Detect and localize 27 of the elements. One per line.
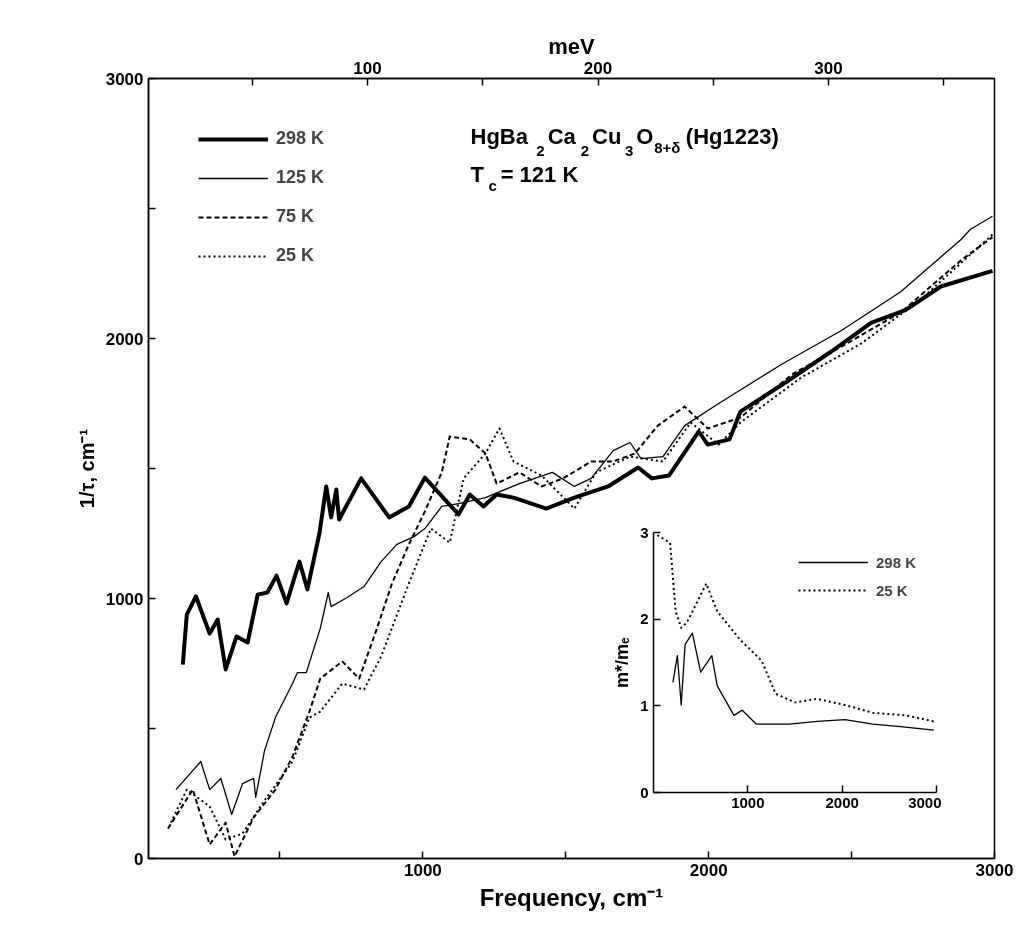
legend-label: 298 K <box>875 553 916 571</box>
y-tick-label: 1 <box>640 696 649 714</box>
x-axis-title: Frequency, cm⁻¹ <box>479 883 664 911</box>
legend-label: 75 K <box>276 206 315 227</box>
x-tick-label: 1000 <box>403 860 442 880</box>
y-tick-label: 2000 <box>105 329 144 349</box>
x2-tick-label: 200 <box>583 58 613 78</box>
y-axis-title: 1/τ, cm⁻¹ <box>75 428 98 509</box>
y-axis-title: m*/mₑ <box>612 636 633 688</box>
legend-label: 25 K <box>276 245 315 266</box>
x-tick-label: 3000 <box>908 793 942 811</box>
y-tick-label: 0 <box>134 849 144 869</box>
x2-tick-label: 300 <box>814 58 843 78</box>
x2-axis-title: meV <box>548 33 596 59</box>
x-tick-label: 2000 <box>825 793 859 811</box>
y-tick-label: 0 <box>640 783 649 801</box>
y-tick-label: 2 <box>640 610 649 628</box>
y-tick-label: 3 <box>640 523 649 541</box>
legend-label: 298 K <box>276 128 325 149</box>
y-tick-label: 1000 <box>105 589 144 609</box>
legend-label: 125 K <box>276 167 325 188</box>
x2-tick-label: 100 <box>353 58 382 78</box>
x-tick-label: 2000 <box>689 860 728 880</box>
legend-label: 25 K <box>875 581 908 599</box>
x-tick-label: 1000 <box>731 793 765 811</box>
x-tick-label: 3000 <box>975 860 1014 880</box>
y-tick-label: 3000 <box>105 69 144 89</box>
